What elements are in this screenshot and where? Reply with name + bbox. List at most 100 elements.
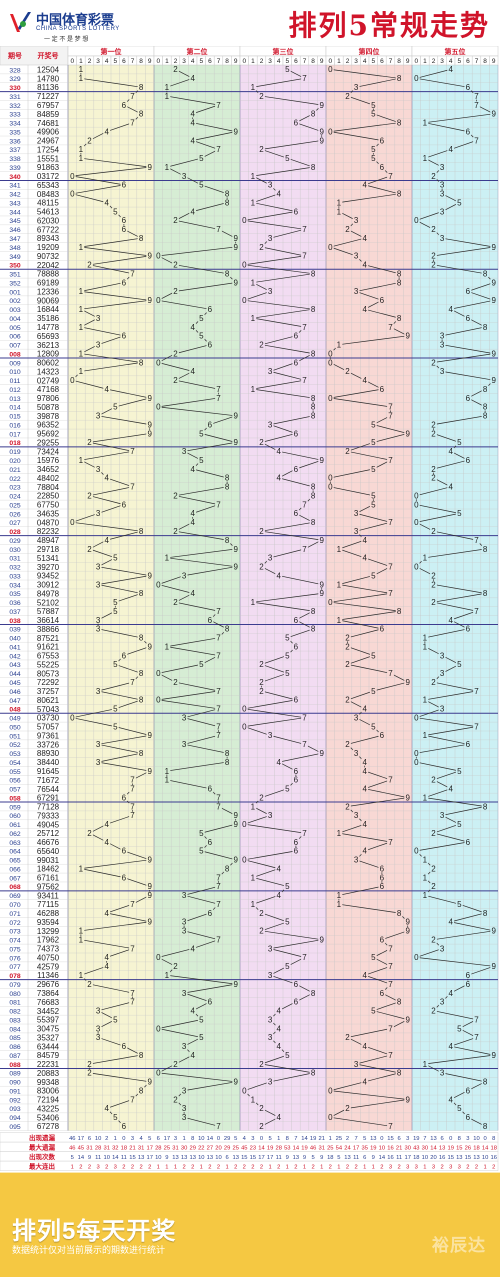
stat-value: 13	[473, 1155, 479, 1161]
digit-mark-background	[369, 953, 377, 962]
digit-mark-background	[180, 1104, 188, 1112]
digit-mark-background	[490, 927, 498, 935]
digit-mark: 8	[397, 314, 402, 323]
digit-mark: 3	[440, 1069, 445, 1078]
digit-mark: 2	[431, 598, 436, 607]
digit-header-label: 6	[466, 58, 470, 65]
number-cell: 51341	[37, 554, 60, 563]
digit-mark: 3	[96, 616, 101, 625]
number-cell: 49045	[37, 820, 60, 829]
digit-mark-background	[86, 829, 93, 837]
number-cell: 82232	[37, 527, 60, 536]
digit-mark-background	[481, 1078, 489, 1086]
digit-mark-background	[438, 341, 446, 349]
digit-mark: 4	[190, 1051, 195, 1060]
stat-value: 8	[492, 1136, 495, 1142]
digit-mark: 8	[311, 625, 316, 634]
digit-mark-background	[438, 705, 446, 713]
digit-mark: 8	[311, 491, 316, 500]
digit-mark: 4	[104, 909, 109, 918]
digit-mark: 3	[96, 465, 101, 474]
issue-cell: 344	[9, 209, 21, 216]
digit-mark-background	[129, 483, 136, 491]
digit-header-label: 1	[423, 58, 427, 65]
digit-mark-background	[266, 181, 274, 189]
stat-value: 2	[105, 1136, 108, 1142]
digit-mark: 5	[285, 1051, 290, 1060]
digit-mark-background	[318, 589, 326, 597]
digit-mark: 5	[285, 154, 290, 163]
digit-mark-background	[326, 243, 334, 251]
number-cell: 84859	[37, 110, 60, 119]
digit-mark: 2	[431, 776, 436, 785]
digit-mark: 4	[276, 571, 281, 580]
digit-mark: 3	[440, 705, 445, 714]
issue-cell: 011	[10, 378, 21, 385]
digit-mark: 4	[104, 962, 109, 971]
stat-value: 46	[69, 1136, 75, 1142]
digit-mark: 4	[362, 181, 367, 190]
digit-mark: 7	[388, 776, 393, 785]
issue-cell: 328	[9, 67, 21, 74]
digit-mark: 3	[182, 1086, 187, 1095]
digit-mark-background	[430, 261, 437, 269]
digit-mark-background	[129, 270, 136, 278]
digit-mark-background	[361, 705, 369, 713]
number-cell: 74681	[37, 119, 60, 128]
digit-mark: 7	[216, 882, 221, 891]
digit-mark: 6	[208, 616, 213, 625]
issue-cell: 333	[9, 112, 21, 119]
digit-mark-background	[481, 412, 489, 420]
digit-mark: 2	[173, 287, 178, 296]
digit-mark-background	[421, 119, 429, 127]
issue-cell: 018	[9, 440, 21, 447]
digit-mark-background	[361, 847, 369, 855]
digit-mark: 9	[147, 767, 152, 776]
digit-mark-background	[120, 332, 128, 340]
digit-mark: 6	[380, 385, 385, 394]
number-cell: 97562	[37, 882, 60, 891]
digit-mark-background	[206, 785, 214, 793]
digit-mark-background	[344, 92, 351, 100]
digit-mark-background	[292, 358, 300, 367]
digit-mark-background	[120, 101, 128, 109]
digit-mark-background	[232, 128, 240, 136]
number-cell: 34452	[37, 1007, 60, 1016]
digit-mark: 2	[345, 367, 350, 376]
digit-mark: 7	[388, 172, 393, 181]
issue-cell: 003	[9, 307, 21, 314]
number-cell: 54613	[37, 208, 60, 217]
digit-mark: 4	[276, 891, 281, 900]
digit-mark-background	[137, 589, 145, 597]
digit-mark: 4	[448, 145, 453, 154]
digit-mark: 4	[190, 323, 195, 332]
digit-mark-background	[68, 172, 76, 180]
digit-mark: 7	[388, 838, 393, 847]
digit-mark-background	[232, 820, 240, 828]
digit-mark-background	[326, 128, 334, 136]
issue-cell: 072	[9, 920, 21, 927]
digit-mark: 1	[423, 554, 428, 563]
digit-mark: 0	[156, 252, 161, 261]
stat-value: 1	[71, 1164, 74, 1170]
digit-mark-background	[412, 953, 420, 962]
number-cell: 67291	[37, 794, 60, 803]
digit-header-label: 4	[363, 58, 367, 65]
digit-header-label: 3	[96, 58, 100, 65]
digit-mark: 7	[474, 101, 479, 110]
digit-mark-background	[361, 554, 369, 562]
digit-mark: 0	[414, 491, 419, 500]
digit-mark: 7	[474, 1033, 479, 1042]
stat-value: 20	[430, 1155, 436, 1161]
stat-value: 0	[483, 1136, 486, 1142]
issue-cell: 032	[9, 565, 21, 572]
digit-mark-background	[77, 305, 85, 313]
stat-value: 1	[329, 1136, 332, 1142]
digit-mark: 6	[294, 838, 299, 847]
stat-value: 1	[320, 1164, 323, 1170]
digit-mark: 7	[216, 731, 221, 740]
digit-mark-background	[77, 350, 85, 358]
digit-mark-background	[292, 465, 300, 473]
digit-mark-background	[180, 572, 188, 580]
digit-mark-background	[301, 953, 308, 962]
